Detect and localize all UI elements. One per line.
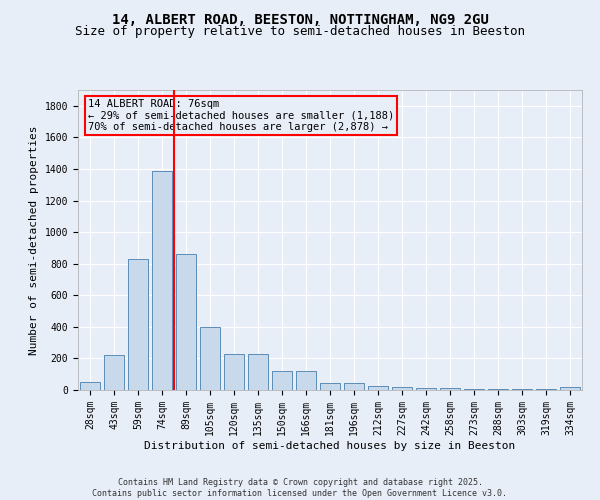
- Bar: [128, 259, 148, 390]
- Bar: [200, 327, 220, 390]
- Bar: [392, 387, 412, 390]
- Bar: [104, 356, 124, 390]
- Bar: [176, 254, 196, 390]
- Text: 14 ALBERT ROAD: 76sqm
← 29% of semi-detached houses are smaller (1,188)
70% of s: 14 ALBERT ROAD: 76sqm ← 29% of semi-deta…: [88, 99, 394, 132]
- Bar: [248, 354, 268, 390]
- Bar: [344, 383, 364, 390]
- Bar: [368, 386, 388, 390]
- Bar: [296, 371, 316, 390]
- Bar: [440, 388, 460, 390]
- Text: 14, ALBERT ROAD, BEESTON, NOTTINGHAM, NG9 2GU: 14, ALBERT ROAD, BEESTON, NOTTINGHAM, NG…: [112, 12, 488, 26]
- Text: Size of property relative to semi-detached houses in Beeston: Size of property relative to semi-detach…: [75, 25, 525, 38]
- Bar: [80, 382, 100, 390]
- X-axis label: Distribution of semi-detached houses by size in Beeston: Distribution of semi-detached houses by …: [145, 440, 515, 450]
- Text: Contains HM Land Registry data © Crown copyright and database right 2025.
Contai: Contains HM Land Registry data © Crown c…: [92, 478, 508, 498]
- Bar: [488, 389, 508, 390]
- Bar: [152, 170, 172, 390]
- Bar: [560, 387, 580, 390]
- Bar: [224, 354, 244, 390]
- Bar: [272, 371, 292, 390]
- Bar: [536, 389, 556, 390]
- Bar: [512, 389, 532, 390]
- Y-axis label: Number of semi-detached properties: Number of semi-detached properties: [29, 125, 39, 355]
- Bar: [416, 388, 436, 390]
- Bar: [320, 383, 340, 390]
- Bar: [464, 389, 484, 390]
